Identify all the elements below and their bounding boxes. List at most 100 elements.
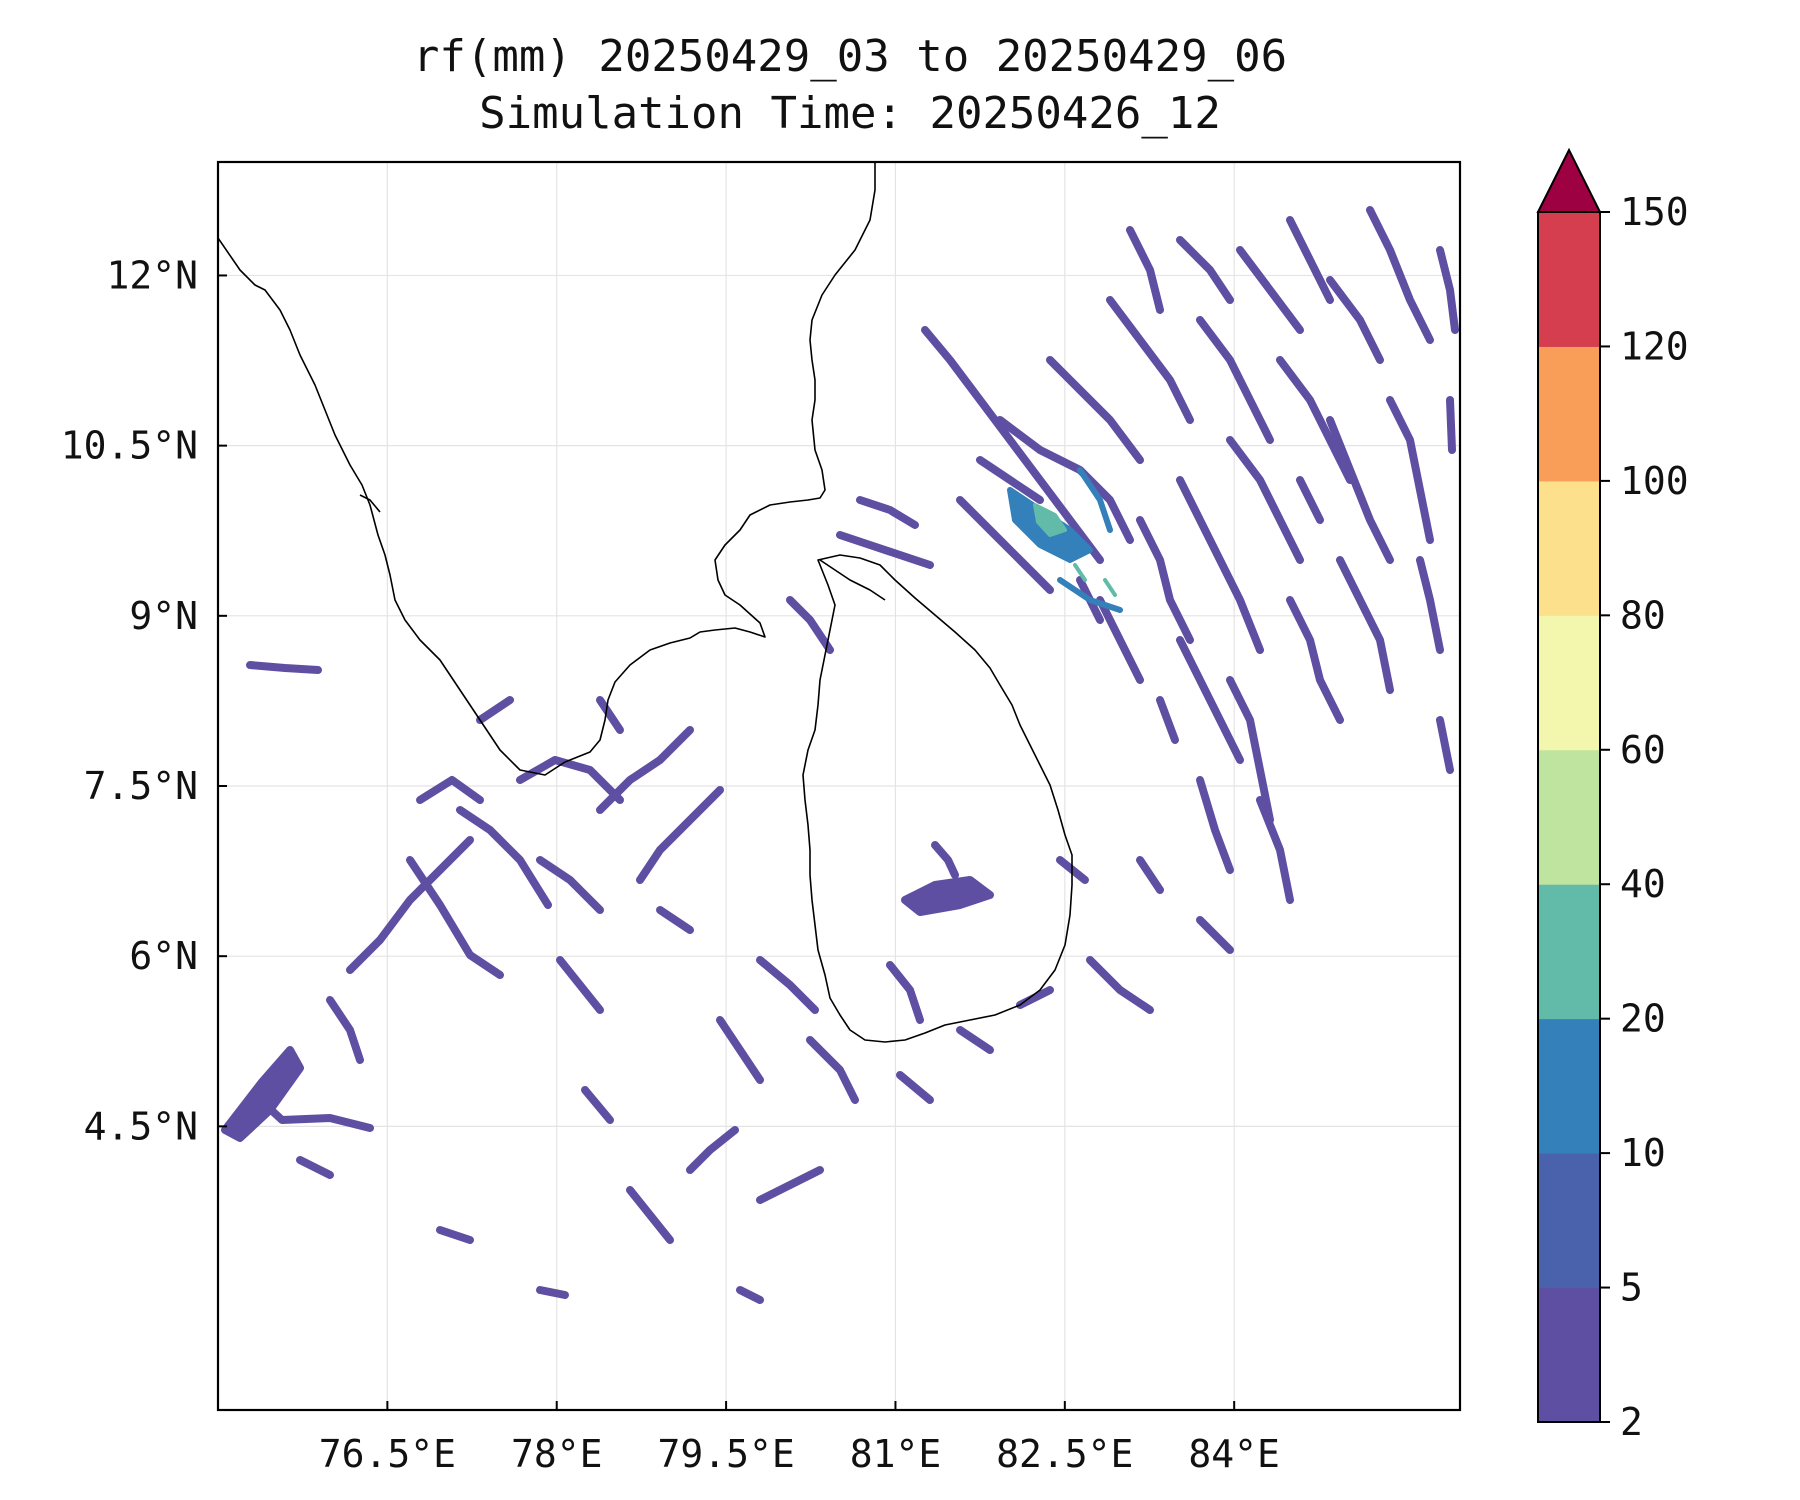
rain-cell bbox=[1103, 578, 1117, 597]
rain-cell bbox=[716, 1016, 764, 1084]
colorbar-tick-label: 40 bbox=[1620, 862, 1666, 906]
rain-cell bbox=[921, 326, 1104, 564]
title-variable-period: rf(mm) 20250429_03 to 20250429_06 bbox=[412, 31, 1288, 82]
colorbar-segment bbox=[1538, 884, 1600, 1020]
colorbar-tick-label: 80 bbox=[1620, 593, 1666, 637]
colorbar-frame bbox=[1537, 211, 1601, 1423]
rain-cell bbox=[886, 961, 924, 1024]
colorbar-tick-label: 150 bbox=[1620, 190, 1689, 234]
rain-cell bbox=[1366, 206, 1434, 344]
rain-cell bbox=[1436, 246, 1459, 334]
colorbar-segment bbox=[1538, 212, 1600, 347]
rain-cell bbox=[1436, 716, 1454, 774]
rain-cell bbox=[596, 696, 624, 734]
colorbar-tick-label: 100 bbox=[1620, 459, 1689, 503]
colorbar: 2 5 10 20 40 60 80 100 120 150 bbox=[1536, 147, 1689, 1444]
gridlines bbox=[218, 162, 1460, 1410]
y-tick-label: 10.5°N bbox=[61, 424, 198, 468]
rain-cell bbox=[1106, 296, 1194, 424]
rain-cell bbox=[1296, 476, 1324, 524]
rain-cell bbox=[1046, 356, 1144, 464]
colorbar-tick-label: 2 bbox=[1620, 1400, 1643, 1444]
rain-cell bbox=[736, 1286, 764, 1304]
rain-cell bbox=[1086, 956, 1154, 1014]
x-axis-ticks: 76.5°E 78°E 79.5°E 81°E 82.5°E 84°E bbox=[319, 1401, 1280, 1476]
rain-cell bbox=[1196, 316, 1274, 444]
rain-cell bbox=[536, 1286, 569, 1299]
colorbar-segment bbox=[1538, 1153, 1600, 1289]
rain-cell bbox=[251, 1091, 374, 1132]
map-panel bbox=[218, 162, 1460, 1410]
rain-cell bbox=[896, 1071, 934, 1104]
mannar-causeway bbox=[819, 559, 886, 601]
colorbar-segments bbox=[1538, 212, 1600, 1423]
rain-cell bbox=[636, 786, 724, 884]
y-tick-label: 9°N bbox=[129, 594, 198, 638]
rain-cell bbox=[1276, 356, 1354, 484]
rain-cell bbox=[1057, 577, 1123, 613]
rain-cell bbox=[1386, 396, 1434, 544]
colorbar-ticks: 2 5 10 20 40 60 80 100 120 150 bbox=[1600, 190, 1689, 1444]
india-coastline bbox=[218, 162, 876, 776]
rain-cell bbox=[756, 1166, 824, 1204]
colorbar-segment bbox=[1538, 615, 1600, 751]
rain-cell bbox=[516, 756, 624, 804]
rain-cell bbox=[326, 996, 364, 1064]
x-tick-label: 79.5°E bbox=[657, 1432, 794, 1476]
colorbar-tick-label: 5 bbox=[1620, 1266, 1643, 1310]
sri-lanka-coastline bbox=[802, 554, 1073, 1043]
rain-cell bbox=[296, 1156, 334, 1179]
x-tick-label: 76.5°E bbox=[319, 1432, 456, 1476]
rain-cell bbox=[1226, 676, 1274, 824]
y-tick-label: 4.5°N bbox=[84, 1104, 198, 1148]
rain-cell bbox=[1196, 916, 1234, 954]
rain-cell bbox=[536, 856, 604, 914]
colorbar-extend-arrow bbox=[1536, 147, 1602, 213]
rain-cell bbox=[476, 696, 514, 724]
rain-cell bbox=[556, 956, 604, 1014]
y-tick-label: 6°N bbox=[129, 934, 198, 978]
rain-cell bbox=[1326, 276, 1384, 364]
rain-cell bbox=[1226, 436, 1304, 564]
x-tick-label: 78°E bbox=[511, 1432, 603, 1476]
x-tick-label: 84°E bbox=[1188, 1432, 1280, 1476]
rain-cell bbox=[901, 876, 994, 916]
colorbar-segment bbox=[1538, 480, 1600, 616]
rain-cell bbox=[1136, 856, 1164, 894]
rain-cell bbox=[956, 496, 1054, 594]
y-axis-ticks: 12°N 10.5°N 9°N 7.5°N 6°N 4.5°N bbox=[61, 253, 227, 1148]
rain-cell bbox=[976, 456, 1044, 504]
colorbar-tick-label: 10 bbox=[1620, 1131, 1666, 1175]
rain-cell bbox=[1196, 776, 1234, 874]
rain-cell bbox=[856, 496, 919, 529]
y-tick-label: 12°N bbox=[106, 253, 198, 297]
rain-cell bbox=[1077, 467, 1113, 533]
rain-cell bbox=[1176, 236, 1234, 304]
rain-cell bbox=[656, 906, 694, 934]
rain-cell bbox=[436, 1226, 474, 1244]
map-title: rf(mm) 20250429_03 to 20250429_06 Simula… bbox=[0, 28, 1700, 142]
colorbar-segment bbox=[1538, 346, 1600, 482]
map-frame bbox=[216, 160, 1462, 1412]
rain-cell bbox=[1136, 516, 1194, 644]
rain-cell bbox=[1416, 556, 1444, 654]
rain-cell bbox=[806, 1036, 859, 1104]
rain-cell bbox=[1033, 503, 1067, 537]
rain-cell bbox=[596, 726, 694, 814]
rain-cell bbox=[581, 1086, 614, 1124]
rain-cell bbox=[786, 596, 834, 654]
rain-cell bbox=[1156, 696, 1179, 744]
rain-cell bbox=[246, 661, 322, 674]
rain-cell bbox=[931, 841, 959, 879]
rain-cell bbox=[1326, 416, 1394, 564]
colorbar-tick-label: 20 bbox=[1620, 997, 1666, 1041]
rain-cell bbox=[346, 836, 474, 974]
rain-cell bbox=[626, 1186, 674, 1244]
rain-cell bbox=[756, 956, 819, 1014]
rain-cell bbox=[1016, 986, 1054, 1009]
x-tick-label: 81°E bbox=[850, 1432, 942, 1476]
title-simulation-time: Simulation Time: 20250426_12 bbox=[479, 88, 1221, 139]
rain-cell bbox=[1073, 563, 1087, 582]
rain-cell bbox=[416, 776, 484, 804]
rain-cell bbox=[1126, 226, 1164, 314]
